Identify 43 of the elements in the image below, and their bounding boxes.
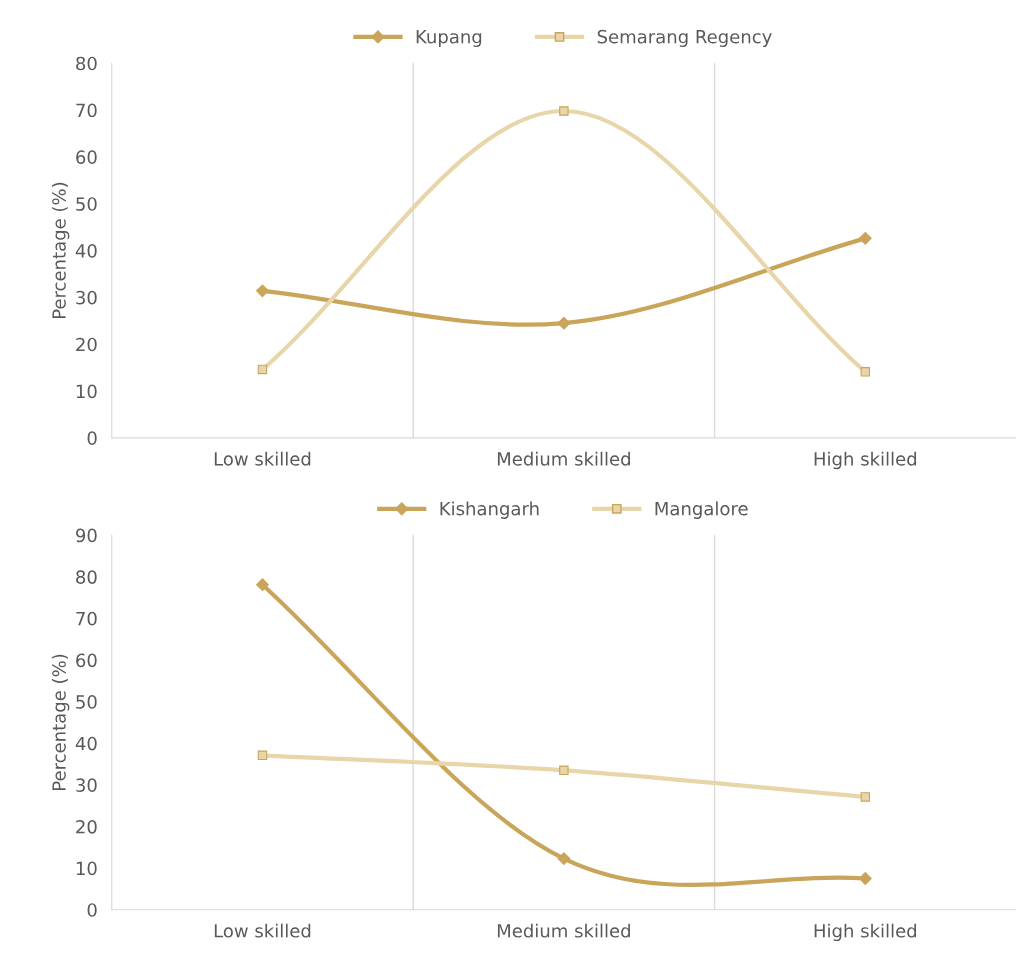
point	[858, 872, 872, 885]
legend-label: Kupang	[416, 30, 482, 47]
y-tick-label: 20	[76, 337, 97, 352]
y-tick-label: 70	[76, 611, 97, 626]
y-tick-label: 0	[87, 903, 97, 917]
y-tick-label: 0	[87, 431, 97, 445]
point	[858, 231, 872, 245]
y-tick-label: 30	[76, 290, 97, 305]
y-tick-label: 40	[75, 244, 97, 258]
y-tick-label: 10	[76, 861, 97, 876]
y-tick-label: 30	[76, 778, 97, 792]
y-tick-label: 10	[76, 384, 97, 399]
x-tick-label: Low skilled	[214, 451, 311, 466]
legend-label: Kishangarh	[440, 501, 539, 519]
y-tick-label: 50	[76, 197, 97, 211]
point	[557, 316, 571, 330]
y-tick-label: 90	[76, 528, 97, 543]
y-tick-label: 40	[75, 736, 97, 751]
y-tick-label: 60	[76, 150, 97, 165]
y-tick-label: 80	[76, 56, 97, 71]
point	[256, 284, 269, 298]
x-tick-label: Low skilled	[214, 923, 311, 938]
point	[257, 750, 268, 761]
point	[860, 367, 871, 377]
y-tick-label: 70	[76, 103, 97, 118]
x-tick-label: High skilled	[814, 923, 917, 942]
point	[860, 792, 871, 802]
point	[257, 364, 268, 375]
x-tick-label: Medium skilled	[497, 451, 630, 466]
legend-label: Mangalore	[655, 501, 748, 519]
point	[559, 765, 569, 776]
y-tick-label: 20	[76, 819, 97, 834]
y-axis-title: Percentage (%)	[51, 654, 70, 790]
y-tick-label: 60	[76, 653, 97, 668]
x-tick-label: Medium skilled	[497, 923, 630, 938]
y-tick-label: 80	[76, 570, 97, 584]
point	[559, 106, 569, 116]
x-tick-label: High skilled	[814, 451, 917, 470]
legend-label: Semarang Regency	[597, 29, 772, 47]
point	[256, 578, 269, 592]
y-tick-label: 50	[76, 695, 97, 709]
point	[557, 852, 571, 866]
y-axis-title: Percentage (%)	[51, 182, 70, 319]
